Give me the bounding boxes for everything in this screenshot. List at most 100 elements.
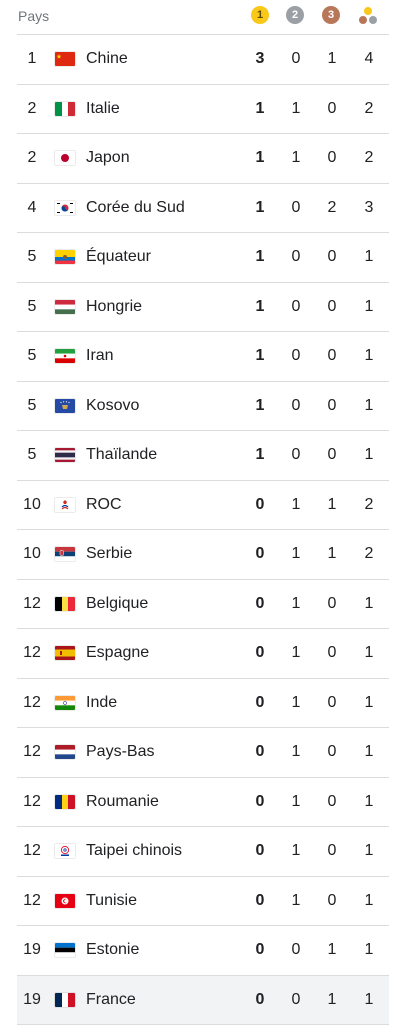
china-flag-icon (55, 52, 75, 66)
gold-count: 1 (250, 134, 270, 183)
total-count: 1 (359, 431, 379, 480)
country-name: Serbie (86, 530, 132, 579)
total-count: 1 (359, 283, 379, 332)
bronze-count: 0 (322, 332, 342, 381)
country-name: Japon (86, 134, 130, 183)
country-name: Thaïlande (86, 431, 157, 480)
rank-cell: 5 (17, 233, 47, 282)
country-name: Inde (86, 679, 117, 728)
rank-cell: 12 (17, 679, 47, 728)
rank-cell: 4 (17, 184, 47, 233)
table-row[interactable]: 10 ROC 0 1 1 2 (17, 481, 389, 531)
italy-flag-icon (55, 102, 75, 116)
table-row[interactable]: 4 Corée du Sud 1 0 2 3 (17, 184, 389, 234)
country-name: France (86, 976, 136, 1025)
silver-count: 0 (286, 382, 306, 431)
total-count: 3 (359, 184, 379, 233)
table-row[interactable]: 5 Kosovo 1 0 0 1 (17, 382, 389, 432)
table-row[interactable]: 1 Chine 3 0 1 4 (17, 35, 389, 85)
gold-count: 1 (250, 184, 270, 233)
silver-count: 1 (286, 827, 306, 876)
silver-count: 0 (286, 233, 306, 282)
country-name: Espagne (86, 629, 149, 678)
romania-flag-icon (55, 795, 75, 809)
silver-count: 0 (286, 431, 306, 480)
gold-count: 1 (250, 332, 270, 381)
table-row[interactable]: 19 France 0 0 1 1 (17, 976, 389, 1025)
rank-cell: 10 (17, 530, 47, 579)
bronze-count: 0 (322, 580, 342, 629)
country-column-header: Pays (18, 8, 49, 24)
south-korea-flag-icon (55, 201, 75, 215)
table-row[interactable]: 12 Roumanie 0 1 0 1 (17, 778, 389, 828)
thailand-flag-icon (55, 448, 75, 462)
rank-cell: 12 (17, 629, 47, 678)
iran-flag-icon (55, 349, 75, 363)
gold-count: 3 (250, 35, 270, 84)
gold-count: 1 (250, 382, 270, 431)
gold-count: 0 (250, 877, 270, 926)
bronze-count: 0 (322, 778, 342, 827)
rank-cell: 5 (17, 283, 47, 332)
gold-count: 0 (250, 679, 270, 728)
bronze-count: 0 (322, 134, 342, 183)
table-row[interactable]: 12 Belgique 0 1 0 1 (17, 580, 389, 630)
silver-count: 0 (286, 926, 306, 975)
rank-cell: 5 (17, 382, 47, 431)
table-row[interactable]: 5 Iran 1 0 0 1 (17, 332, 389, 382)
kosovo-flag-icon (55, 399, 75, 413)
total-count: 4 (359, 35, 379, 84)
bronze-count: 0 (322, 233, 342, 282)
table-row[interactable]: 19 Estonie 0 0 1 1 (17, 926, 389, 976)
table-row[interactable]: 2 Japon 1 1 0 2 (17, 134, 389, 184)
gold-count: 0 (250, 976, 270, 1025)
country-name: ROC (86, 481, 122, 530)
gold-count: 0 (250, 926, 270, 975)
total-count: 1 (359, 728, 379, 777)
country-name: Estonie (86, 926, 139, 975)
table-row[interactable]: 10 Serbie 0 1 1 2 (17, 530, 389, 580)
silver-medal-icon: 2 (286, 6, 304, 24)
gold-count: 1 (250, 85, 270, 134)
bronze-count: 1 (322, 976, 342, 1025)
gold-count: 0 (250, 629, 270, 678)
country-name: Belgique (86, 580, 148, 629)
silver-count: 0 (286, 976, 306, 1025)
table-row[interactable]: 12 Inde 0 1 0 1 (17, 679, 389, 729)
table-row[interactable]: 2 Italie 1 1 0 2 (17, 85, 389, 135)
france-flag-icon (55, 993, 75, 1007)
silver-count: 0 (286, 35, 306, 84)
silver-count: 1 (286, 629, 306, 678)
bronze-count: 1 (322, 530, 342, 579)
total-count: 2 (359, 530, 379, 579)
total-count: 2 (359, 134, 379, 183)
country-name: Pays-Bas (86, 728, 154, 777)
table-row[interactable]: 12 Tunisie 0 1 0 1 (17, 877, 389, 927)
silver-count: 0 (286, 332, 306, 381)
gold-count: 0 (250, 827, 270, 876)
rank-cell: 12 (17, 580, 47, 629)
silver-count: 0 (286, 184, 306, 233)
chinese-taipei-flag-icon (55, 844, 75, 858)
rank-cell: 12 (17, 827, 47, 876)
table-row[interactable]: 5 Équateur 1 0 0 1 (17, 233, 389, 283)
roc-flag-icon (55, 498, 75, 512)
rank-cell: 12 (17, 728, 47, 777)
total-count: 2 (359, 85, 379, 134)
country-name: Roumanie (86, 778, 159, 827)
gold-count: 1 (250, 233, 270, 282)
bronze-medal-icon: 3 (322, 6, 340, 24)
gold-count: 0 (250, 728, 270, 777)
gold-count: 0 (250, 481, 270, 530)
rank-cell: 12 (17, 778, 47, 827)
gold-count: 1 (250, 431, 270, 480)
total-count: 2 (359, 481, 379, 530)
rank-cell: 12 (17, 877, 47, 926)
table-row[interactable]: 12 Taipei chinois 0 1 0 1 (17, 827, 389, 877)
table-row[interactable]: 12 Espagne 0 1 0 1 (17, 629, 389, 679)
table-row[interactable]: 5 Hongrie 1 0 0 1 (17, 283, 389, 333)
gold-count: 0 (250, 580, 270, 629)
silver-count: 1 (286, 530, 306, 579)
table-row[interactable]: 12 Pays-Bas 0 1 0 1 (17, 728, 389, 778)
table-row[interactable]: 5 Thaïlande 1 0 0 1 (17, 431, 389, 481)
